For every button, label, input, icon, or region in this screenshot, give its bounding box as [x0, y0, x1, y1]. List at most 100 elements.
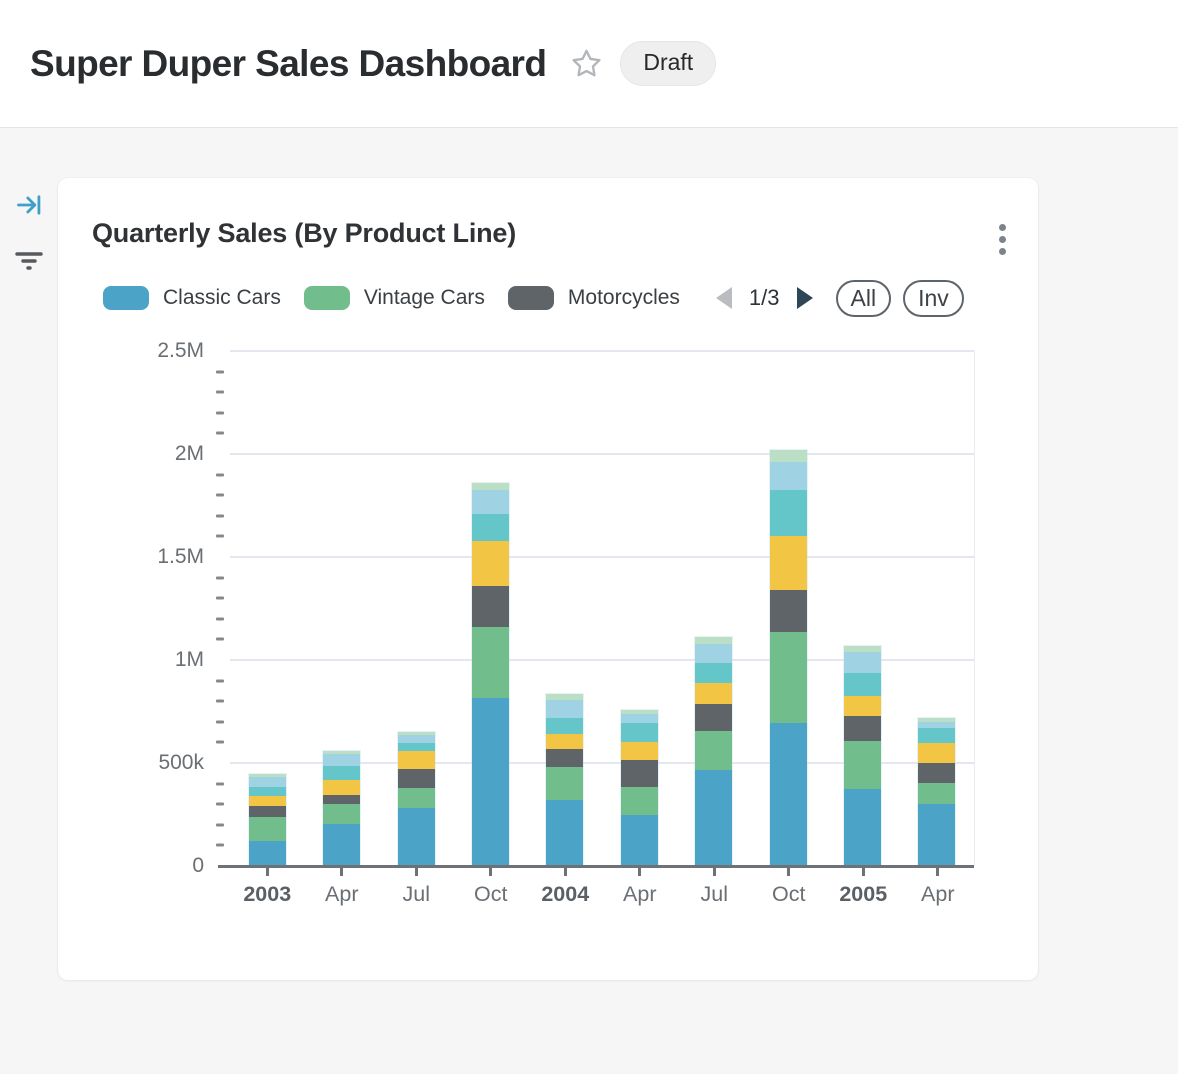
- bar-segment: [695, 770, 733, 866]
- legend-item[interactable]: Vintage Cars: [303, 286, 485, 310]
- stacked-bar[interactable]: [397, 732, 435, 866]
- legend-item[interactable]: Classic Cars: [103, 286, 281, 310]
- bar-segment: [918, 743, 956, 764]
- bar-segment: [397, 732, 435, 736]
- legend-item[interactable]: Motorcycles: [507, 286, 680, 310]
- x-tick-slot: [677, 866, 752, 877]
- y-minor-tick: [216, 720, 224, 724]
- x-tick-label: Oct: [772, 882, 806, 906]
- bar-segment: [769, 462, 807, 491]
- x-tick-label: Apr: [325, 882, 359, 906]
- legend-next-button[interactable]: [794, 285, 816, 311]
- bar-segment: [695, 637, 733, 644]
- y-tick-label: 1.5M: [157, 545, 204, 568]
- stacked-bar[interactable]: [323, 750, 361, 866]
- bar-segment: [843, 788, 881, 866]
- stacked-bar[interactable]: [918, 717, 956, 866]
- y-minor-tick: [216, 637, 224, 641]
- legend-row: Classic Cars Vintage Cars Motorcycles 1/3 …: [103, 279, 1018, 317]
- bar-segment: [843, 741, 881, 789]
- bar-segment: [546, 734, 584, 749]
- y-tick-label: 2.5M: [157, 339, 204, 362]
- y-minor-tick: [216, 431, 224, 435]
- y-minor-tick: [216, 576, 224, 580]
- x-tick-slot: [528, 866, 603, 877]
- bar-segment: [695, 663, 733, 683]
- dashboard-body: Quarterly Sales (By Product Line) Classi…: [0, 128, 1178, 1074]
- status-badge: Draft: [620, 40, 717, 87]
- stacked-bar[interactable]: [843, 645, 881, 866]
- bar-segment: [843, 715, 881, 742]
- x-axis-tick: [563, 866, 567, 876]
- gridline: [230, 556, 974, 558]
- x-axis-tick: [414, 866, 418, 876]
- stacked-bar[interactable]: [695, 637, 733, 866]
- bar-segment: [397, 769, 435, 788]
- legend-page-indicator: 1/3: [748, 285, 780, 310]
- bar-segment: [471, 540, 509, 586]
- legend-prev-button[interactable]: [713, 285, 735, 311]
- bar-segment: [248, 795, 286, 807]
- stacked-bar[interactable]: [769, 449, 807, 866]
- x-axis-tick: [340, 866, 344, 876]
- bar-segment: [546, 748, 584, 768]
- stacked-bar-chart: 0 500k 1M 1.5M 2M 2.5M 2003 Apr Jul Oct 2004 Apr Ju…: [92, 339, 976, 907]
- y-axis: 0 500k 1M 1.5M 2M 2.5M: [92, 339, 230, 877]
- chart-card: Quarterly Sales (By Product Line) Classi…: [58, 178, 1038, 980]
- legend-swatch: [507, 286, 554, 310]
- filter-button[interactable]: [14, 246, 44, 276]
- stacked-bar[interactable]: [546, 694, 584, 866]
- bar-segment: [397, 743, 435, 751]
- bar-segment: [769, 449, 807, 463]
- bar-segment: [918, 721, 956, 729]
- bar-segment: [620, 759, 658, 787]
- bar-segment: [323, 750, 361, 754]
- bar-segment: [620, 709, 658, 714]
- x-tick-label: Apr: [623, 882, 657, 906]
- x-axis-tick: [265, 866, 269, 876]
- stacked-bar[interactable]: [248, 774, 286, 866]
- x-tick-slot: [305, 866, 380, 877]
- bar-segment: [620, 722, 658, 743]
- bar-segment: [695, 682, 733, 705]
- bar-segment: [397, 750, 435, 770]
- y-minor-tick: [216, 679, 224, 683]
- x-axis-line: [218, 865, 974, 868]
- bar-segment: [397, 735, 435, 744]
- bar-segment: [695, 731, 733, 771]
- x-tick-label: Jul: [402, 882, 430, 906]
- x-tick-slot: [603, 866, 678, 877]
- y-minor-tick: [216, 411, 224, 415]
- bar-segment: [695, 643, 733, 664]
- bar-slot: [900, 351, 974, 866]
- x-tick-slot: [752, 866, 827, 877]
- collapse-panel-icon: [17, 195, 41, 215]
- bar-segment: [843, 645, 881, 652]
- bar-segment: [918, 804, 956, 866]
- collapse-panel-button[interactable]: [14, 190, 44, 220]
- x-tick-label: Jul: [700, 882, 728, 906]
- x-axis-tick: [489, 866, 493, 876]
- bar-segment: [620, 786, 658, 815]
- y-minor-tick: [216, 782, 224, 786]
- bar-segment: [918, 763, 956, 783]
- x-tick-slot: [826, 866, 901, 877]
- bar-segment: [471, 698, 509, 866]
- stacked-bar[interactable]: [471, 482, 509, 866]
- x-tick-slot: [901, 866, 976, 877]
- bar-slot: [453, 351, 527, 866]
- favorite-button[interactable]: [568, 46, 604, 82]
- legend-invert-button[interactable]: Inv: [903, 279, 964, 317]
- bar-segment: [546, 800, 584, 866]
- card-menu-button[interactable]: [989, 218, 1016, 261]
- bar-segment: [397, 787, 435, 809]
- y-minor-tick: [216, 514, 224, 518]
- x-axis-tick: [638, 866, 642, 876]
- x-axis-labels: 2003 Apr Jul Oct 2004 Apr Jul Oct 2005 Apr: [230, 882, 975, 907]
- legend-select-all-button[interactable]: All: [835, 279, 892, 317]
- bar-segment: [546, 694, 584, 701]
- stacked-bar[interactable]: [620, 709, 658, 866]
- bar-segment: [397, 808, 435, 866]
- x-axis-tick: [712, 866, 716, 876]
- y-minor-tick: [216, 493, 224, 497]
